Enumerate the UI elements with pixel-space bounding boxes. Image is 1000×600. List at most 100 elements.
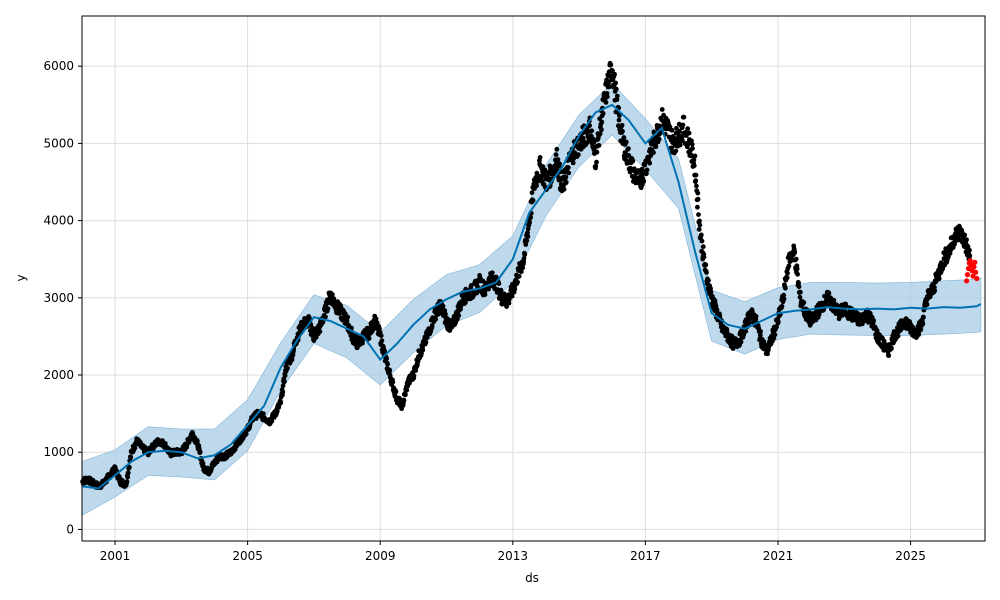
y-tick-label: 1000 — [43, 445, 74, 459]
observed-point — [243, 431, 249, 437]
observed-point — [695, 204, 700, 210]
observed-point — [269, 418, 275, 424]
observed-point — [261, 411, 266, 416]
observed-point — [589, 128, 595, 134]
observed-point — [701, 254, 707, 260]
observed-point — [918, 327, 924, 332]
observed-point — [689, 141, 695, 147]
observed-point — [593, 163, 599, 169]
observed-point — [603, 100, 609, 105]
observed-point — [506, 300, 512, 306]
observed-point — [753, 313, 759, 319]
observed-point — [525, 234, 531, 239]
observed-point — [669, 127, 675, 133]
y-tick-label: 6000 — [43, 59, 74, 73]
observed-point — [385, 361, 390, 367]
observed-point — [125, 474, 131, 480]
observed-point — [783, 285, 788, 291]
observed-point — [607, 84, 612, 90]
observed-point — [403, 392, 408, 398]
x-tick-label: 2025 — [895, 549, 926, 563]
observed-point — [952, 241, 957, 247]
observed-point — [561, 186, 567, 192]
forecast-line — [81, 103, 982, 490]
observed-point — [642, 162, 648, 168]
observed-point — [440, 303, 446, 309]
recent-point — [970, 273, 976, 279]
observed-point — [197, 449, 203, 455]
observed-point — [792, 250, 798, 255]
observed-point — [496, 281, 502, 286]
observed-point — [524, 238, 530, 244]
observed-point — [522, 252, 528, 258]
observed-point — [373, 316, 379, 322]
observed-point — [553, 152, 559, 158]
observed-point — [696, 212, 701, 218]
observed-point — [743, 328, 749, 334]
observed-point — [613, 80, 618, 86]
recent-point — [964, 272, 971, 278]
observed-point — [285, 365, 290, 371]
observed-point — [525, 230, 530, 236]
observed-point — [916, 332, 922, 337]
observed-point — [797, 294, 803, 300]
observed-point — [608, 62, 614, 68]
y-axis-label: y — [14, 274, 28, 281]
observed-point — [390, 379, 396, 385]
observed-point — [713, 303, 719, 309]
x-tick-label: 2017 — [630, 549, 661, 563]
observed-point — [698, 232, 704, 238]
observed-point — [614, 93, 620, 99]
observed-point — [779, 304, 785, 309]
observed-point — [746, 320, 752, 326]
observed-point — [527, 220, 532, 225]
observed-point — [708, 289, 714, 295]
x-tick-label: 2005 — [232, 549, 263, 563]
observed-point — [796, 280, 801, 286]
observed-point — [512, 286, 518, 292]
observed-point — [330, 292, 335, 297]
observed-point — [785, 270, 790, 276]
observed-point — [690, 146, 695, 151]
observed-point — [534, 183, 539, 189]
observed-point — [647, 160, 653, 166]
observed-point — [616, 117, 622, 123]
observed-point — [639, 166, 645, 172]
observed-point — [895, 333, 901, 339]
observed-point — [699, 238, 705, 244]
observed-point — [423, 340, 429, 345]
observed-point — [685, 126, 691, 132]
observed-point — [674, 125, 679, 131]
observed-point — [686, 130, 692, 136]
recent-point — [971, 264, 977, 270]
observed-point — [200, 461, 206, 466]
x-axis-label: ds — [525, 571, 539, 585]
observed-point — [516, 273, 522, 279]
observed-point — [498, 287, 504, 293]
observed-point — [597, 131, 603, 137]
x-tick-label: 2001 — [100, 549, 131, 563]
observed-point — [280, 389, 286, 395]
recent-point — [967, 258, 973, 264]
observed-point — [604, 94, 610, 100]
observed-point — [456, 313, 462, 318]
recent-point — [973, 269, 979, 275]
observed-point — [594, 159, 599, 165]
observed-point — [557, 161, 562, 167]
observed-point — [323, 314, 328, 320]
observed-point — [620, 128, 625, 134]
observed-point — [128, 454, 134, 460]
x-tick-label: 2009 — [365, 549, 396, 563]
observed-point — [344, 318, 350, 324]
y-tick-label: 2000 — [43, 368, 74, 382]
observed-point — [325, 306, 331, 311]
observed-point — [599, 119, 605, 125]
observed-point — [871, 318, 876, 323]
y-tick-label: 0 — [66, 522, 74, 536]
observed-point — [775, 319, 781, 325]
observed-point — [920, 321, 926, 327]
observed-point — [691, 163, 697, 169]
observed-point — [387, 367, 393, 373]
observed-point — [278, 400, 284, 406]
observed-point — [626, 146, 631, 152]
